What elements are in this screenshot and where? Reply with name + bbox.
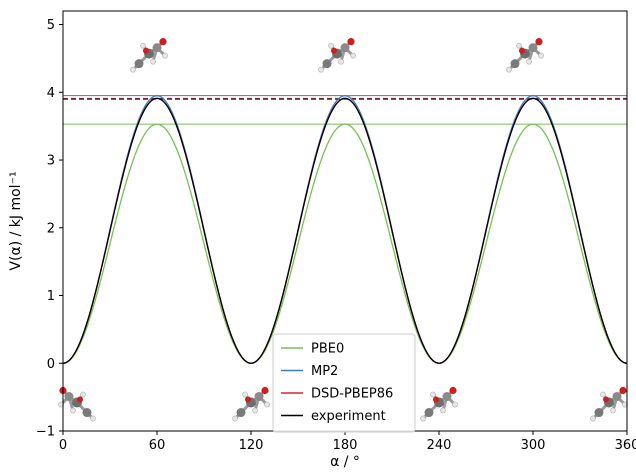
- legend-entry: MP2: [311, 364, 338, 379]
- y-tick-label: 4: [47, 86, 55, 101]
- molecule-icon: [590, 386, 628, 422]
- potential-curves: [62, 95, 628, 364]
- x-tick-label: 0: [59, 438, 67, 453]
- molecule-icon: [506, 38, 544, 73]
- legend: PBE0 MP2 DSD-PBEP86 experiment: [272, 333, 416, 433]
- y-tick-label: −1: [36, 425, 55, 440]
- x-tick-label: 180: [333, 438, 358, 453]
- y-tick-label: 5: [47, 18, 55, 33]
- molecule-icon: [232, 386, 270, 422]
- series-line: [62, 123, 628, 364]
- x-axis-ticks: 0 60 120 180 240 300 360: [59, 431, 636, 453]
- y-axis-ticks: −1 0 1 2 3 4 5: [36, 18, 63, 440]
- legend-entry: DSD-PBEP86: [311, 387, 393, 402]
- legend-entry: PBE0: [311, 342, 344, 357]
- x-tick-label: 120: [239, 438, 264, 453]
- x-tick-label: 300: [521, 438, 546, 453]
- legend-entry: experiment: [311, 409, 386, 424]
- molecule-icon: [420, 386, 458, 422]
- y-tick-label: 0: [47, 357, 55, 372]
- molecule-icon: [58, 386, 96, 422]
- x-tick-label: 240: [427, 438, 452, 453]
- series-line: [62, 95, 628, 364]
- y-tick-label: 2: [47, 221, 55, 236]
- molecule-insets: [58, 38, 628, 422]
- series-line: [62, 97, 628, 364]
- x-tick-label: 360: [615, 438, 636, 453]
- x-axis-label: α / °: [330, 454, 360, 470]
- reference-lines: [63, 95, 627, 125]
- molecule-icon: [130, 38, 168, 73]
- x-tick-label: 60: [149, 438, 166, 453]
- y-axis-label: V(α) / kJ mol⁻¹: [8, 171, 24, 270]
- legend-box: [272, 333, 416, 433]
- series-line: [62, 97, 628, 364]
- molecule-icon: [318, 38, 356, 73]
- y-tick-label: 3: [47, 154, 55, 169]
- y-tick-label: 1: [47, 289, 55, 304]
